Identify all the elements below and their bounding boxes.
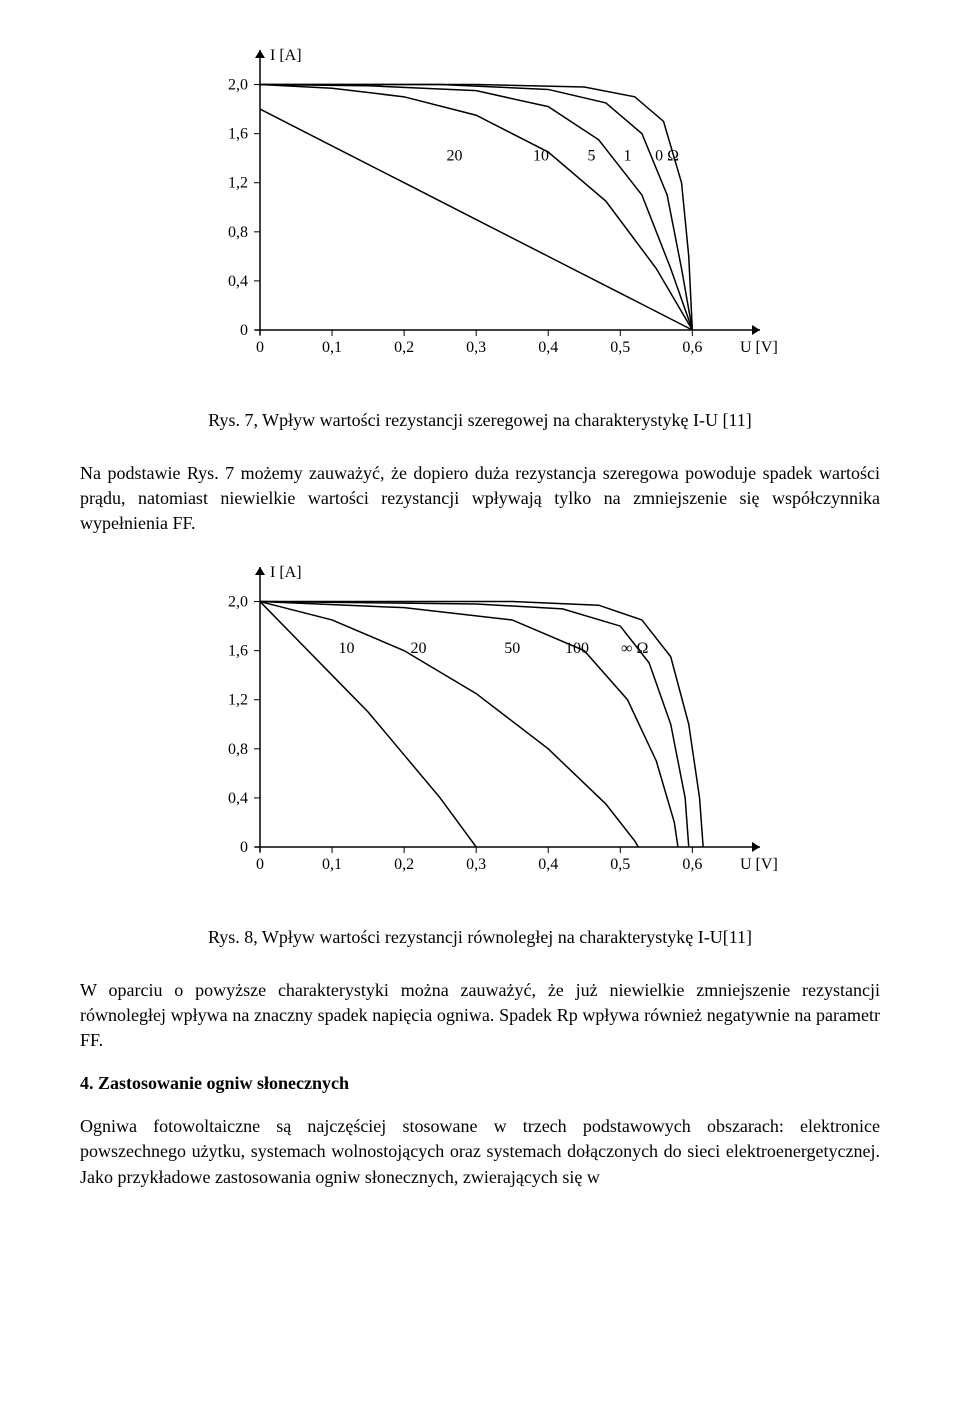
caption-1: Rys. 7, Wpływ wartości rezystancji szere… [80, 410, 880, 431]
svg-text:10: 10 [338, 640, 354, 657]
svg-text:0,5: 0,5 [610, 856, 630, 873]
paragraph-2: W oparciu o powyższe charakterystyki moż… [80, 978, 880, 1054]
svg-text:0,6: 0,6 [682, 856, 702, 873]
svg-text:U [V]: U [V] [740, 856, 778, 873]
svg-text:1,6: 1,6 [228, 126, 248, 143]
svg-text:10: 10 [533, 148, 549, 165]
svg-text:1,6: 1,6 [228, 642, 248, 659]
svg-text:0,4: 0,4 [228, 789, 248, 806]
svg-text:0,5: 0,5 [610, 339, 630, 356]
svg-text:0,1: 0,1 [322, 339, 342, 356]
svg-text:2,0: 2,0 [228, 593, 248, 610]
section-title-4: 4. Zastosowanie ogniw słonecznych [80, 1073, 880, 1094]
svg-text:0,1: 0,1 [322, 856, 342, 873]
svg-text:50: 50 [504, 640, 520, 657]
svg-text:0,4: 0,4 [228, 273, 248, 290]
chart-1: 0 0,1 0,2 0,3 0,4 0,5 0,6 0 0,4 0,8 1,2 1,6 2,0 I [A]… [180, 40, 780, 380]
svg-text:0,2: 0,2 [394, 339, 414, 356]
svg-text:0,3: 0,3 [466, 856, 486, 873]
caption-2: Rys. 8, Wpływ wartości rezystancji równo… [80, 927, 880, 948]
svg-text:0,4: 0,4 [538, 339, 558, 356]
svg-text:20: 20 [411, 640, 427, 657]
svg-text:0,4: 0,4 [538, 856, 558, 873]
svg-text:0: 0 [240, 322, 248, 339]
svg-text:1: 1 [624, 148, 632, 165]
svg-text:2,0: 2,0 [228, 77, 248, 94]
svg-text:0,2: 0,2 [394, 856, 414, 873]
chart-2: 0 0,1 0,2 0,3 0,4 0,5 0,6 0 0,4 0,8 1,2 1,6 2,0 I [A]… [180, 557, 780, 897]
svg-text:0,3: 0,3 [466, 339, 486, 356]
paragraph-1: Na podstawie Rys. 7 możemy zauważyć, że … [80, 461, 880, 537]
svg-text:0 Ω: 0 Ω [655, 148, 679, 165]
paragraph-3: Ogniwa fotowoltaiczne są najczęściej sto… [80, 1114, 880, 1190]
svg-text:0,8: 0,8 [228, 224, 248, 241]
svg-text:0: 0 [256, 339, 264, 356]
svg-text:∞ Ω: ∞ Ω [621, 640, 648, 657]
svg-text:I [A]: I [A] [270, 564, 302, 581]
svg-text:0: 0 [240, 839, 248, 856]
chart-2-container: 0 0,1 0,2 0,3 0,4 0,5 0,6 0 0,4 0,8 1,2 1,6 2,0 I [A]… [80, 557, 880, 897]
svg-text:0,6: 0,6 [682, 339, 702, 356]
svg-text:5: 5 [587, 148, 595, 165]
svg-text:20: 20 [447, 148, 463, 165]
svg-text:100: 100 [565, 640, 589, 657]
svg-text:0: 0 [256, 856, 264, 873]
svg-text:1,2: 1,2 [228, 175, 248, 192]
svg-text:0,8: 0,8 [228, 740, 248, 757]
chart-1-container: 0 0,1 0,2 0,3 0,4 0,5 0,6 0 0,4 0,8 1,2 1,6 2,0 I [A]… [80, 40, 880, 380]
svg-text:I [A]: I [A] [270, 47, 302, 64]
svg-text:1,2: 1,2 [228, 691, 248, 708]
svg-text:U [V]: U [V] [740, 339, 778, 356]
